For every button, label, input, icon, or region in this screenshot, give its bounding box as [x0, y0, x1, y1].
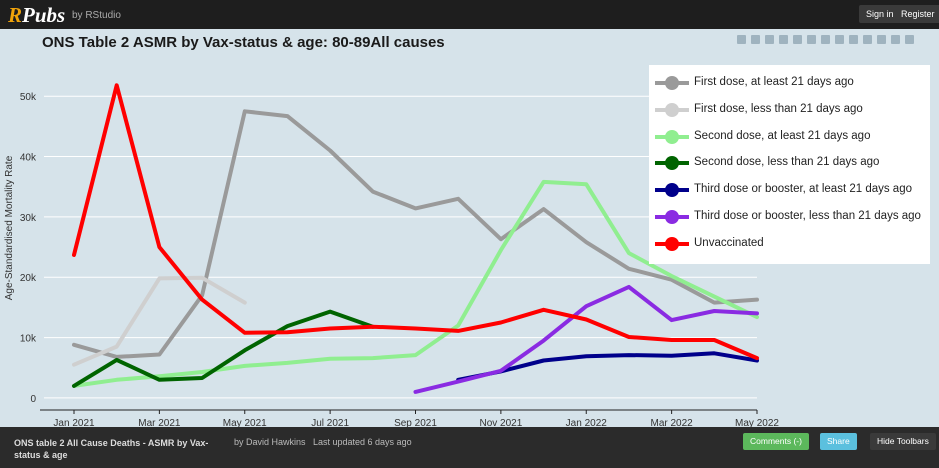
y-tick-label: 30k [20, 213, 37, 224]
zoom-out-icon[interactable] [821, 35, 830, 45]
pan-icon[interactable] [765, 35, 774, 45]
legend-swatch-icon [655, 76, 689, 90]
legend-item[interactable]: Third dose or booster, less than 21 days… [649, 206, 930, 228]
rpubs-logo[interactable]: RPubs [8, 3, 65, 28]
legend-label: First dose, at least 21 days ago [694, 76, 854, 88]
x-tick-label: May 2021 [223, 418, 267, 429]
legend-item[interactable]: Third dose or booster, at least 21 days … [649, 179, 930, 201]
series-line-5[interactable] [413, 284, 759, 394]
legend-item[interactable]: Unvaccinated [649, 233, 930, 255]
legend-item[interactable]: First dose, at least 21 days ago [649, 72, 930, 94]
legend-label: Third dose or booster, at least 21 days … [694, 183, 912, 196]
logo-r: R [8, 3, 23, 27]
series-line-0[interactable] [72, 109, 759, 359]
top-bar: RPubs by RStudio Sign in Register [0, 0, 939, 29]
logo-subtitle: by RStudio [72, 10, 121, 21]
legend-swatch-icon [655, 129, 689, 144]
doc-title[interactable]: ONS table 2 All Cause Deaths - ASMR by V… [14, 438, 209, 460]
series-line-2[interactable] [72, 179, 759, 388]
legend-swatch-icon [655, 102, 689, 117]
series-line-6[interactable] [72, 83, 759, 361]
share-button[interactable]: Share [820, 433, 857, 450]
hide-toolbars-button[interactable]: Hide Toolbars [870, 433, 936, 450]
chart-title: ONS Table 2 ASMR by Vax-status & age: 80… [42, 34, 445, 51]
series-line-1[interactable] [72, 275, 247, 367]
legend-item[interactable]: First dose, less than 21 days ago [649, 99, 930, 121]
hover-closest-icon[interactable] [877, 35, 886, 45]
x-tick-label: Mar 2021 [138, 418, 181, 429]
y-tick-label: 40k [20, 153, 37, 164]
y-tick-label: 50k [20, 92, 37, 103]
zoom-icon[interactable] [751, 35, 760, 45]
x-tick-label: Jan 2021 [53, 418, 95, 429]
legend: First dose, at least 21 days ago First do… [649, 65, 930, 264]
legend-label: Third dose or booster, less than 21 days… [694, 210, 921, 222]
legend-swatch-icon [655, 183, 689, 198]
legend-label: Second dose, less than 21 days ago [694, 156, 880, 169]
series-line-4[interactable] [456, 351, 759, 382]
y-tick-label: 10k [20, 334, 37, 345]
author[interactable]: by David Hawkins [234, 437, 306, 447]
legend-item[interactable]: Second dose, less than 21 days ago [649, 152, 930, 174]
plot-toolbar [737, 31, 937, 45]
signin-button[interactable]: Sign in [859, 5, 901, 23]
register-button[interactable]: Register [894, 5, 939, 23]
lasso-icon[interactable] [793, 35, 802, 45]
legend-label: Second dose, at least 21 days ago [694, 129, 871, 142]
last-updated: Last updated 6 days ago [313, 437, 412, 447]
camera-icon[interactable] [737, 35, 746, 45]
legend-label: First dose, less than 21 days ago [694, 102, 863, 115]
legend-item[interactable]: Second dose, at least 21 days ago [649, 126, 930, 148]
logo-pubs: Pubs [22, 3, 66, 27]
x-tick-label: Sep 2021 [394, 418, 437, 429]
x-tick-label: Nov 2021 [479, 418, 522, 429]
zoom-in-icon[interactable] [807, 35, 816, 45]
box-select-icon[interactable] [779, 35, 788, 45]
y-tick-label: 0 [30, 394, 36, 405]
spike-lines-icon[interactable] [863, 35, 872, 45]
series-line-3[interactable] [72, 309, 375, 388]
legend-swatch-icon [655, 210, 689, 224]
x-tick-label: May 2022 [735, 418, 779, 429]
reset-axes-icon[interactable] [849, 35, 858, 45]
legend-swatch-icon [655, 236, 689, 251]
y-axis-label: Age-Standardised Mortality Rate [4, 155, 15, 300]
x-tick-label: Mar 2022 [651, 418, 694, 429]
legend-label: Unvaccinated [694, 236, 764, 249]
x-tick-label: Jan 2022 [566, 418, 608, 429]
x-tick-label: Jul 2021 [311, 418, 349, 429]
legend-swatch-icon [655, 156, 689, 171]
comments-button[interactable]: Comments (-) [743, 433, 809, 450]
autoscale-icon[interactable] [835, 35, 844, 45]
plotly-logo-icon[interactable] [905, 35, 914, 45]
y-tick-label: 20k [20, 273, 37, 284]
hover-compare-icon[interactable] [891, 35, 900, 45]
